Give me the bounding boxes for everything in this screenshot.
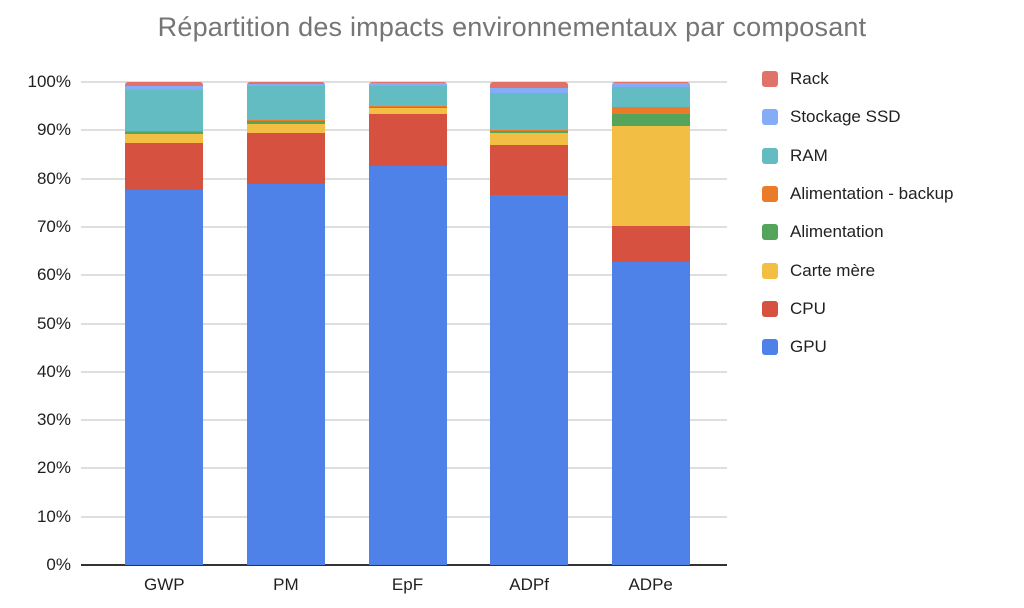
bar-EpF: [368, 82, 447, 565]
legend-label: Carte mère: [790, 260, 876, 280]
x-axis-category-label-GWP: GWP: [143, 575, 185, 594]
y-axis-tick-label: 70%: [36, 216, 71, 236]
legend-swatch-icon: [762, 185, 778, 202]
y-axis-tick-label: 40%: [36, 361, 71, 381]
bar-ADPe: [611, 82, 690, 565]
bar-segment-PM-GPU: [246, 184, 325, 565]
legend-label: GPU: [790, 337, 827, 357]
x-axis-category-label-EpF: EpF: [391, 575, 424, 594]
legend-label: Rack: [790, 69, 829, 88]
legend-item-RAM: RAM: [762, 137, 828, 175]
bar-segment-PM-RAM: [246, 86, 325, 121]
bar-segment-PM-Stockage SSD: [246, 83, 325, 87]
legend-item-CPU: CPU: [762, 290, 826, 328]
bar-segment-ADPe-Alimentation: [611, 113, 690, 126]
bar-segment-ADPf-Alimentation: [490, 130, 569, 134]
legend-swatch-icon: [762, 339, 778, 356]
bar-segment-ADPf-Rack: [490, 82, 569, 88]
bar-segment-GWP-GPU: [125, 190, 204, 565]
legend-swatch-icon: [762, 300, 778, 317]
bar-segment-ADPf-RAM: [490, 93, 569, 130]
bar-GWP: [125, 82, 204, 565]
legend-label: Alimentation: [790, 222, 884, 242]
bar-PM: [246, 82, 325, 565]
legend-item-Carte mère: Carte mère: [762, 252, 875, 290]
bar-segment-ADPe-RAM: [611, 86, 690, 108]
chart-title: Répartition des impacts environnementaux…: [157, 12, 867, 42]
y-axis-tick-label: 20%: [36, 458, 71, 478]
x-axis-category-label-ADPf: ADPf: [509, 575, 549, 594]
bar-segment-PM-Carte mère: [246, 123, 325, 134]
legend-swatch-icon: [762, 224, 778, 241]
bar-segment-ADPf-CPU: [490, 145, 569, 195]
bar-segment-GWP-CPU: [125, 142, 204, 191]
y-axis-tick-label: 0%: [46, 555, 71, 574]
bar-segment-ADPe-CPU: [611, 225, 690, 263]
x-axis-line: [81, 564, 727, 566]
legend-item-Alimentation - backup: Alimentation - backup: [762, 175, 953, 213]
legend-label: CPU: [790, 298, 826, 318]
bar-segment-EpF-GPU: [368, 166, 447, 565]
bar-ADPf: [490, 82, 569, 565]
legend-item-Alimentation: Alimentation: [762, 213, 884, 251]
legend-label: Alimentation - backup: [790, 183, 954, 203]
bar-segment-ADPe-Carte mère: [611, 125, 690, 226]
bar-segment-ADPf-Stockage SSD: [490, 87, 569, 94]
y-axis-tick-label: 100%: [27, 72, 71, 91]
bar-segment-PM-Rack: [246, 82, 325, 84]
x-axis-category-label-PM: PM: [273, 575, 299, 594]
bar-segment-ADPf-Carte mère: [490, 133, 569, 146]
y-axis-tick-label: 80%: [36, 168, 71, 188]
bar-segment-GWP-RAM: [125, 89, 204, 131]
legend-swatch-icon: [762, 109, 778, 126]
bar-segment-PM-Alimentation: [246, 120, 325, 124]
bar-segment-GWP-Rack: [125, 82, 204, 86]
legend-item-GPU: GPU: [762, 328, 827, 366]
gridline-100: [81, 81, 727, 83]
y-axis-tick-label: 10%: [36, 506, 71, 526]
bar-segment-ADPe-Stockage SSD: [611, 82, 690, 87]
y-axis-tick-label: 60%: [36, 265, 71, 285]
legend-swatch-icon: [762, 71, 778, 87]
bar-segment-ADPf-GPU: [490, 194, 569, 565]
bar-segment-ADPe-Alimentation - backup: [611, 107, 690, 114]
bar-segment-PM-CPU: [246, 133, 325, 185]
bar-segment-EpF-Carte mère: [368, 107, 447, 114]
bar-segment-GWP-Alimentation: [125, 131, 204, 134]
y-axis-tick-label: 90%: [36, 120, 71, 140]
y-axis-tick-label: 50%: [36, 313, 71, 333]
bar-segment-EpF-CPU: [368, 113, 447, 167]
bar-segment-GWP-Stockage SSD: [125, 85, 204, 90]
legend-item-Rack: Rack: [762, 60, 829, 98]
y-axis-tick-label: 30%: [36, 410, 71, 430]
legend-item-Stockage SSD: Stockage SSD: [762, 98, 901, 136]
legend-swatch-icon: [762, 147, 778, 164]
bar-segment-EpF-RAM: [368, 85, 447, 107]
x-axis-category-label-ADPe: ADPe: [628, 575, 673, 594]
bar-segment-ADPe-GPU: [611, 262, 690, 565]
legend-label: Stockage SSD: [790, 107, 901, 127]
bar-segment-GWP-Carte mère: [125, 133, 204, 143]
legend-swatch-icon: [762, 262, 778, 279]
bar-segment-EpF-Stockage SSD: [368, 82, 447, 86]
legend-label: RAM: [790, 145, 828, 165]
